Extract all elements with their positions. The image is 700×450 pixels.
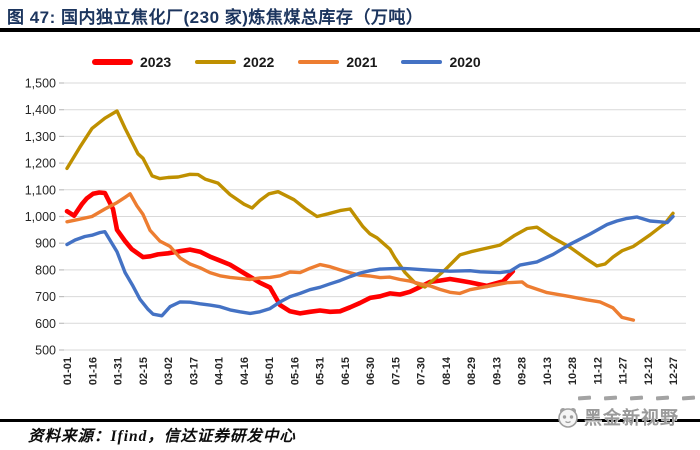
legend-item-2023: 2023: [92, 54, 171, 70]
svg-text:07-15: 07-15: [390, 357, 402, 385]
panda-icon: [558, 408, 578, 428]
chart-legend: 2023 2022 2021 2020: [92, 54, 481, 70]
svg-text:01-16: 01-16: [87, 357, 99, 385]
source-divider: [0, 419, 700, 422]
legend-label-2023: 2023: [140, 54, 172, 70]
figure-title: 图 47: 国内独立焦化厂(230 家)炼焦煤总库存（万吨）: [7, 8, 424, 27]
svg-text:11-27: 11-27: [618, 357, 630, 385]
svg-text:10-28: 10-28: [567, 357, 579, 385]
svg-text:12-12: 12-12: [643, 357, 655, 385]
svg-text:05-31: 05-31: [315, 357, 327, 385]
svg-text:09-28: 09-28: [517, 357, 529, 385]
svg-text:500: 500: [35, 344, 56, 358]
svg-text:08-29: 08-29: [466, 357, 478, 385]
watermark: 黑金新视野: [556, 395, 696, 436]
svg-text:03-02: 03-02: [163, 357, 175, 385]
svg-text:01-31: 01-31: [113, 357, 125, 385]
svg-text:1,400: 1,400: [25, 103, 56, 117]
svg-text:1,000: 1,000: [25, 210, 56, 224]
legend-label-2021: 2021: [346, 54, 378, 70]
svg-text:10-13: 10-13: [542, 357, 554, 385]
svg-text:1,100: 1,100: [25, 183, 56, 197]
legend-swatch-2021: [298, 60, 340, 64]
svg-text:900: 900: [35, 237, 56, 251]
legend-swatch-2023: [92, 59, 133, 65]
watermark-dashes: [577, 395, 696, 400]
title-divider: [0, 28, 700, 32]
svg-text:06-15: 06-15: [340, 357, 352, 385]
svg-text:01-01: 01-01: [62, 357, 74, 385]
svg-text:12-27: 12-27: [668, 357, 680, 385]
svg-text:1,200: 1,200: [25, 157, 56, 171]
source-text: 资料来源：Ifind，信达证券研发中心: [28, 428, 296, 445]
svg-text:04-16: 04-16: [239, 357, 251, 385]
svg-text:07-30: 07-30: [416, 357, 428, 385]
legend-item-2021: 2021: [298, 54, 377, 70]
legend-item-2022: 2022: [195, 54, 274, 70]
legend-item-2020: 2020: [401, 54, 481, 70]
svg-text:1,500: 1,500: [25, 77, 56, 91]
svg-text:600: 600: [35, 317, 56, 331]
legend-label-2020: 2020: [449, 54, 481, 70]
svg-text:05-16: 05-16: [289, 357, 301, 385]
svg-text:02-15: 02-15: [138, 357, 150, 385]
legend-swatch-2020: [401, 60, 443, 64]
svg-text:700: 700: [35, 290, 56, 304]
legend-label-2022: 2022: [243, 54, 275, 70]
svg-text:08-14: 08-14: [441, 356, 453, 385]
svg-text:800: 800: [35, 263, 56, 277]
svg-text:11-12: 11-12: [592, 357, 604, 385]
svg-text:1,300: 1,300: [25, 130, 56, 144]
svg-text:03-17: 03-17: [188, 357, 200, 385]
svg-text:04-01: 04-01: [214, 357, 226, 385]
legend-swatch-2022: [195, 60, 237, 64]
svg-text:05-01: 05-01: [264, 357, 276, 385]
svg-text:06-30: 06-30: [365, 357, 377, 385]
watermark-text: 黑金新视野: [584, 408, 679, 428]
svg-text:09-13: 09-13: [491, 357, 503, 385]
